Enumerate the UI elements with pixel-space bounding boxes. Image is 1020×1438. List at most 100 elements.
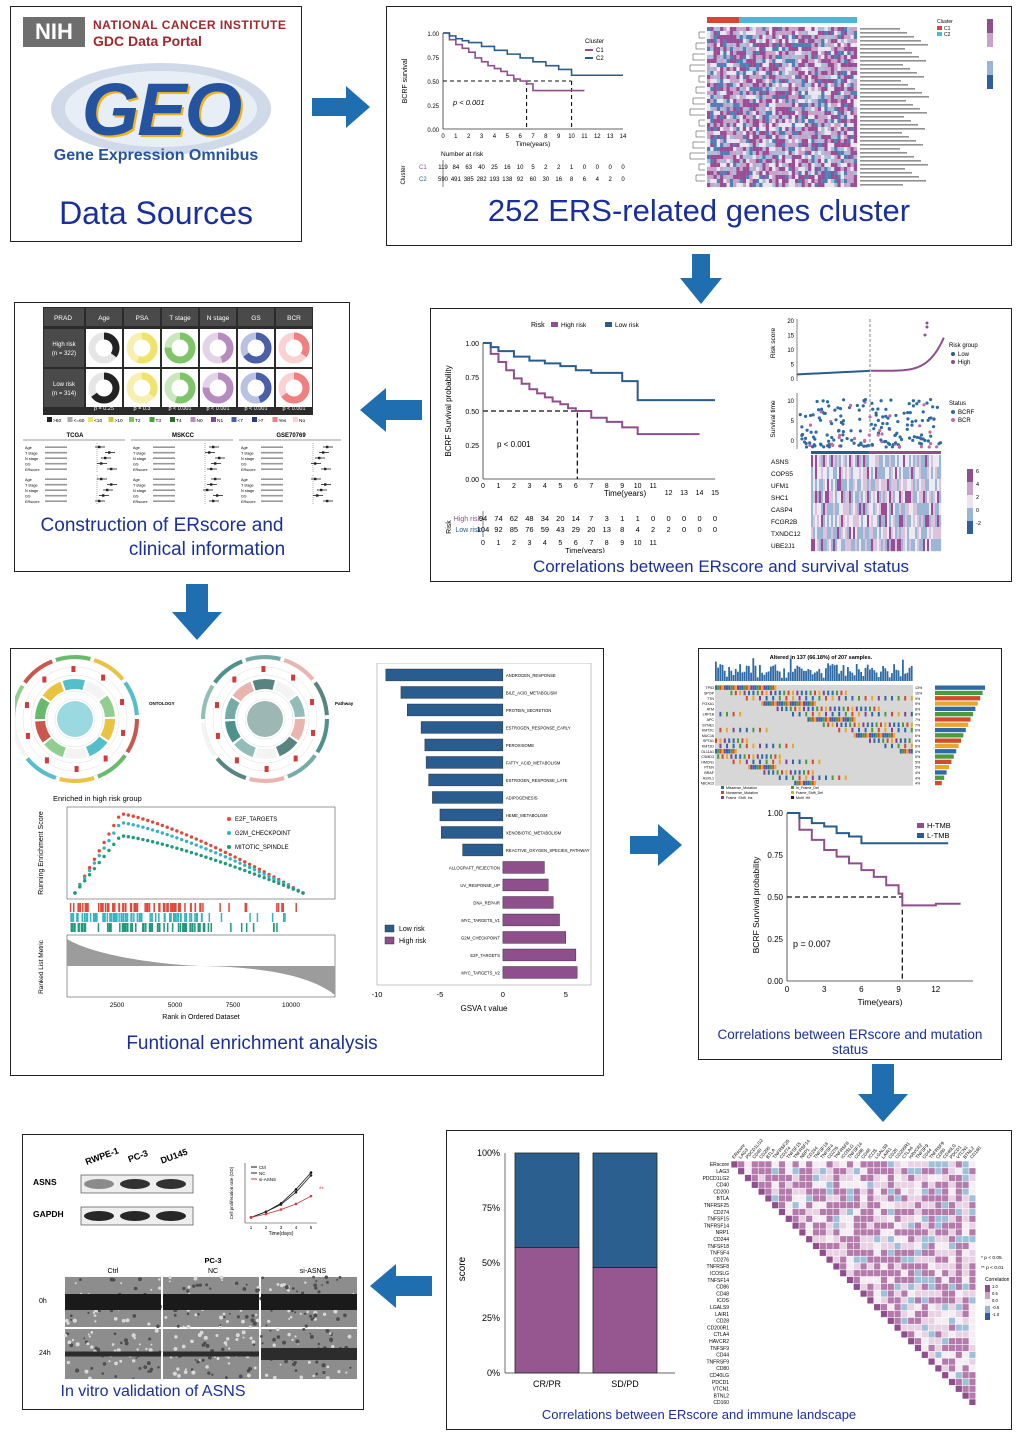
- gene-heat-cell: [905, 479, 908, 492]
- corr-scale-label: 0.5: [992, 1291, 998, 1296]
- gene-heat-cell: [831, 491, 834, 504]
- heat1-cell: [752, 179, 757, 184]
- corr-cell: [942, 1202, 949, 1209]
- heat1-cell: [742, 151, 747, 156]
- onco-cell: [745, 727, 748, 733]
- circos2-segment: [252, 679, 275, 691]
- corr-cell: [880, 1174, 888, 1182]
- onco-cell: [734, 754, 737, 759]
- heat1-cell: [788, 107, 792, 112]
- corr-cell: [867, 1168, 874, 1175]
- gene-heat-cell: [929, 479, 932, 492]
- heat1-cell: [736, 139, 740, 144]
- heat1-cell: [726, 43, 730, 48]
- heat1-cell: [827, 111, 832, 116]
- heat1-cell: [736, 171, 740, 176]
- corr-cell: [948, 1161, 956, 1168]
- heat1-rowlabel: [860, 40, 921, 42]
- heat1-cell: [749, 183, 753, 188]
- heat1-cell: [733, 55, 737, 60]
- status-swatch-bcr: [951, 418, 955, 422]
- corr-cell: [853, 1215, 860, 1222]
- corr-cell: [826, 1256, 833, 1263]
- heat1-cell: [808, 111, 812, 116]
- gene-heat-cell: [893, 515, 896, 528]
- heat1-cell: [834, 123, 838, 128]
- heat1-rowlabel: [860, 80, 901, 82]
- onco-cell: [882, 738, 885, 743]
- heat1-cell: [795, 51, 799, 56]
- gsea-point: [155, 822, 160, 826]
- heat1-cell: [817, 163, 822, 168]
- gene-heat-cell: [883, 527, 886, 540]
- gsea-rug: [220, 913, 223, 922]
- heat1-cell: [824, 143, 828, 148]
- clin-legend-swatch: [252, 417, 257, 422]
- onco-top-bar: [800, 668, 803, 681]
- gene-heat-cell: [919, 479, 922, 492]
- corr-cell: [867, 1229, 874, 1236]
- heat1-cell: [795, 91, 799, 96]
- onco-cell: [778, 696, 781, 701]
- corr-cell: [853, 1229, 860, 1236]
- heat1-cell: [710, 163, 714, 168]
- onco-cell: [739, 690, 742, 696]
- heat1-cell: [772, 103, 776, 108]
- gene-heat-cell: [831, 515, 834, 528]
- corr-cell: [969, 1283, 976, 1290]
- heat1-cell: [801, 35, 805, 40]
- heat1-cell: [827, 131, 832, 136]
- km-plot-cluster: 1.000.750.500.250.000 1 2 3 4 5 6 7 8 9 10 11 12 13 14…: [401, 32, 627, 187]
- corr-cell: [901, 1290, 908, 1297]
- corr-cell: [935, 1174, 942, 1182]
- gsea-rug: [142, 923, 144, 932]
- heat1-cell: [843, 31, 848, 36]
- onco-top-bar: [719, 664, 722, 681]
- km3-ytick: 0.25: [767, 935, 783, 944]
- circos1-marker: [71, 666, 76, 673]
- gene-heat-cell: [829, 515, 832, 528]
- gene-heat-cell: [813, 491, 816, 504]
- heat1-cell: [720, 151, 724, 156]
- heat1-cell: [729, 123, 734, 128]
- gene-heat-cell: [935, 515, 938, 528]
- wound-texture: [158, 1278, 161, 1281]
- heat1-cell: [798, 43, 802, 48]
- heat1-cell: [739, 171, 743, 176]
- gene-heat-cell: [907, 539, 910, 552]
- gene-heat-cell: [933, 527, 936, 540]
- km1-risk-value: 491: [451, 177, 462, 183]
- heat1-cell: [814, 127, 818, 132]
- survival-point: [816, 408, 821, 412]
- onco-legend-label: In_Frame_Del: [796, 786, 819, 790]
- onco-top-bar: [844, 675, 847, 681]
- heat1-cell: [830, 99, 835, 104]
- onco-cell: [814, 717, 816, 722]
- corr-row-label: TNFRSF14: [704, 1223, 730, 1229]
- gene-heat-cell: [893, 527, 896, 540]
- gsva-bar-label: PEROXISOME: [506, 743, 534, 748]
- onco-cell: [765, 754, 768, 759]
- corr-cell: [846, 1195, 854, 1202]
- heat1-cell: [847, 35, 851, 40]
- survival-point: [878, 428, 882, 432]
- heat1-cell: [749, 107, 753, 112]
- heat1-cell: [782, 99, 786, 104]
- km3-curve-l: [787, 812, 949, 845]
- corr-cell: [914, 1236, 922, 1243]
- km1-risk-value: 6: [583, 177, 587, 183]
- heat1-cell: [720, 87, 724, 92]
- corr-cell: [935, 1365, 942, 1372]
- heat1-cell: [762, 107, 766, 112]
- corr-cell: [772, 1195, 779, 1202]
- heat1-cell: [716, 183, 721, 188]
- heat1-cell: [830, 159, 835, 164]
- wound-texture: [120, 1282, 123, 1285]
- onco-cell: [748, 754, 750, 759]
- heat1-cell: [801, 171, 805, 176]
- heat1-cell: [768, 123, 773, 128]
- gene-heat-cell: [871, 539, 874, 552]
- circos1-segment: [59, 776, 95, 783]
- forest-row-label: T stage: [25, 452, 38, 456]
- onco-cell: [840, 717, 843, 722]
